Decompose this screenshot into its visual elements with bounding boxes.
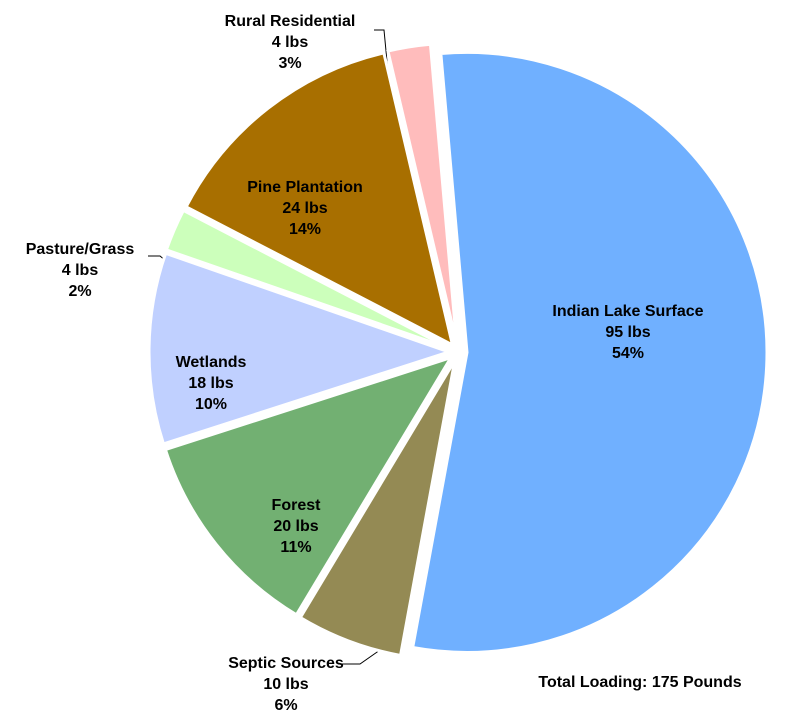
slice-label-name: Rural Residential <box>225 13 356 30</box>
slice-label-value: 18 lbs <box>188 375 233 392</box>
slice-label-value: 24 lbs <box>282 200 327 217</box>
slice-label-name: Indian Lake Surface <box>552 303 703 320</box>
slice-label-percent: 54% <box>612 345 644 362</box>
pie-slice <box>147 251 454 446</box>
pie-slice <box>163 354 455 617</box>
slice-label-percent: 11% <box>280 539 311 556</box>
slice-label-percent: 3% <box>278 55 301 72</box>
slice-label-value: 4 lbs <box>62 262 99 279</box>
slice-label-percent: 6% <box>274 697 297 714</box>
slice-label-value: 20 lbs <box>273 518 318 535</box>
slice-label-name: Forest <box>272 497 322 514</box>
slice-label-percent: 10% <box>195 396 227 413</box>
slice-label-name: Wetlands <box>176 354 247 371</box>
slice-label-name: Pasture/Grass <box>26 241 135 258</box>
pie-slice <box>410 50 769 654</box>
pie-slice <box>298 359 457 658</box>
pie-slice <box>184 51 455 348</box>
slice-label-percent: 2% <box>68 283 91 300</box>
slice-label-percent: 14% <box>289 221 321 238</box>
slice-label-value: 95 lbs <box>605 324 650 341</box>
pie-slice <box>386 42 459 344</box>
leader-line <box>338 649 381 665</box>
slice-label-name: Pine Plantation <box>247 179 363 196</box>
pie-slice <box>164 208 451 350</box>
slice-label-value: 4 lbs <box>272 34 309 51</box>
slice-label-value: 10 lbs <box>263 676 308 693</box>
leader-line <box>374 29 389 73</box>
annotation: Total Loading: 175 Pounds <box>538 674 741 691</box>
slice-label-name: Septic Sources <box>228 655 344 672</box>
